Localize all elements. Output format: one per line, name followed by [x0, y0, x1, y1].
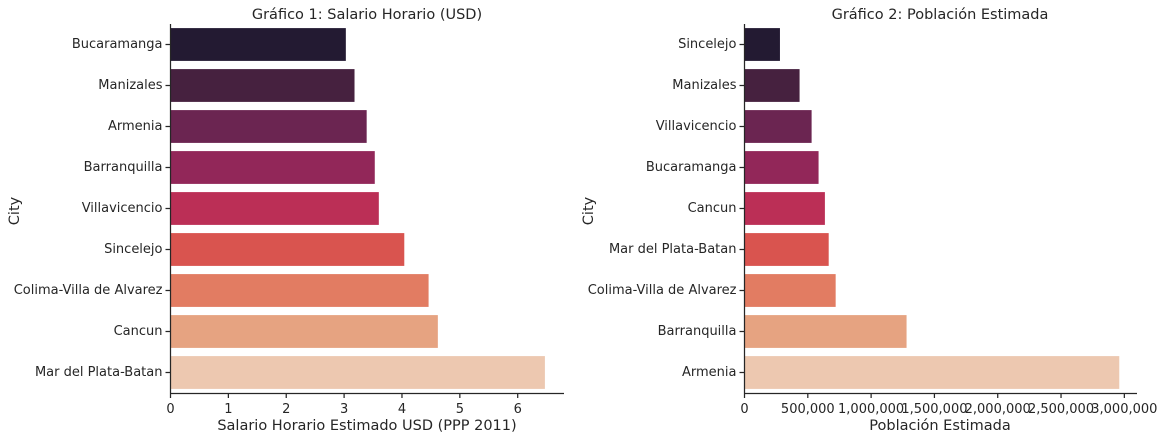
wage-chart-bar-1 — [170, 69, 355, 102]
wage-chart-bar-5 — [170, 233, 405, 266]
population-chart-x-tick-label-4: 2,000,000 — [965, 402, 1031, 417]
population-chart-city-label-8: Armenia — [682, 365, 737, 380]
population-chart-bar-3 — [744, 151, 819, 184]
wage-chart-x-tick-label-3: 3 — [340, 402, 348, 417]
wage-chart-city-label-5: Sincelejo — [104, 242, 162, 257]
wage-chart-x-tick-label-1: 1 — [224, 402, 232, 417]
population-chart-city-label-1: Manizales — [672, 78, 736, 93]
wage-chart-bar-4 — [170, 192, 379, 225]
population-chart-bar-4 — [744, 192, 825, 225]
population-chart-x-tick-label-1: 500,000 — [781, 402, 835, 417]
population-chart-bar-0 — [744, 28, 780, 61]
wage-chart-x-axis-label: Salario Horario Estimado USD (PPP 2011) — [217, 418, 516, 434]
population-chart-x-tick-label-0: 0 — [740, 402, 748, 417]
population-chart-city-labels: Sincelejo Manizales Villavicencio Bucaraman… — [588, 37, 745, 380]
population-chart-city-label-6: Colima-Villa de Alvarez — [588, 283, 737, 298]
population-chart-city-label-4: Cancun — [688, 201, 737, 216]
wage-chart-x-tick-label-5: 5 — [456, 402, 464, 417]
population-chart-bar-8 — [744, 356, 1120, 389]
wage-chart-bar-2 — [170, 110, 367, 143]
population-chart-title: Gráfico 2: Población Estimada — [832, 7, 1049, 23]
population-chart-city-label-7: Barranquilla — [658, 324, 737, 339]
wage-chart-x-tick-label-4: 4 — [398, 402, 406, 417]
wage-chart: Gráfico 1: Salario Horario (USD) Salario… — [7, 7, 564, 434]
wage-chart-bars — [170, 28, 545, 389]
wage-chart-x-ticks: 0 1 2 3 4 5 6 — [166, 393, 522, 417]
population-chart-x-axis-label: Población Estimada — [869, 418, 1010, 434]
wage-chart-city-label-1: Manizales — [98, 78, 162, 93]
wage-chart-city-labels: Bucaramanga Manizales Armenia Barranquilla V… — [14, 37, 171, 380]
wage-chart-bar-6 — [170, 274, 429, 307]
population-chart-city-label-3: Bucaramanga — [646, 160, 737, 175]
population-chart-bars — [744, 28, 1120, 389]
wage-chart-city-label-7: Cancun — [114, 324, 163, 339]
wage-chart-city-label-2: Armenia — [108, 119, 163, 134]
population-chart-x-tick-label-3: 1,500,000 — [901, 402, 967, 417]
population-chart-y-axis-label: City — [581, 196, 597, 225]
wage-chart-x-tick-label-6: 6 — [514, 402, 522, 417]
wage-chart-city-label-3: Barranquilla — [84, 160, 163, 175]
population-chart: Gráfico 2: Población Estimada Población … — [581, 7, 1157, 434]
population-chart-bar-5 — [744, 233, 829, 266]
population-chart-x-tick-label-2: 1,000,000 — [838, 402, 904, 417]
wage-chart-title: Gráfico 1: Salario Horario (USD) — [252, 7, 482, 23]
population-chart-bar-2 — [744, 110, 812, 143]
wage-chart-x-tick-label-2: 2 — [282, 402, 290, 417]
population-chart-city-label-2: Villavicencio — [656, 119, 737, 134]
population-chart-x-tick-label-6: 3,000,000 — [1091, 402, 1157, 417]
wage-chart-city-label-0: Bucaramanga — [72, 37, 163, 52]
wage-chart-bar-0 — [170, 28, 346, 61]
wage-chart-bar-8 — [170, 356, 545, 389]
population-chart-bar-1 — [744, 69, 800, 102]
wage-chart-city-label-6: Colima-Villa de Alvarez — [14, 283, 163, 298]
population-chart-city-label-0: Sincelejo — [678, 37, 736, 52]
wage-chart-city-label-8: Mar del Plata-Batan — [35, 365, 163, 380]
population-chart-bar-6 — [744, 274, 836, 307]
wage-chart-y-axis-label: City — [7, 196, 23, 225]
population-chart-city-label-5: Mar del Plata-Batan — [609, 242, 737, 257]
population-chart-x-tick-label-5: 2,500,000 — [1028, 402, 1094, 417]
wage-chart-x-tick-label-0: 0 — [166, 402, 174, 417]
population-chart-x-ticks: 0 500,000 1,000,0001,500,0002,000,0002,500… — [740, 393, 1157, 417]
wage-chart-city-label-4: Villavicencio — [82, 201, 163, 216]
population-chart-bar-7 — [744, 315, 907, 348]
wage-chart-bar-7 — [170, 315, 438, 348]
wage-chart-bar-3 — [170, 151, 375, 184]
